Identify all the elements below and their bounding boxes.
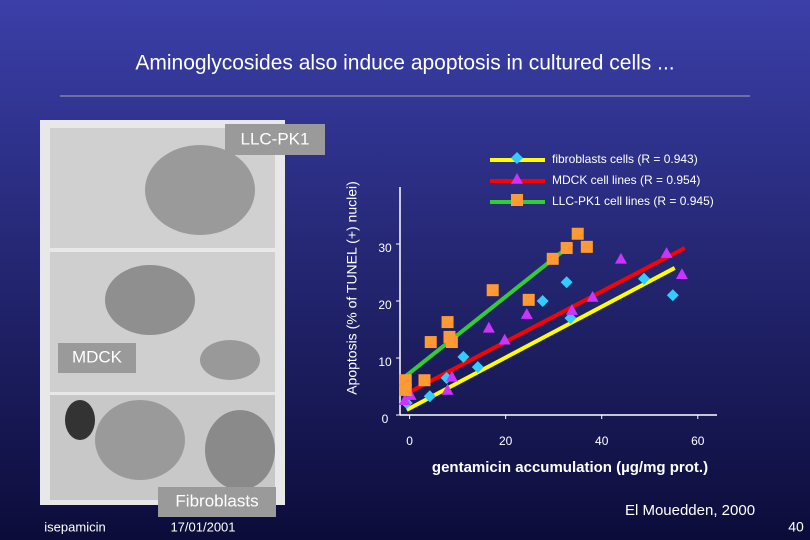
point [471,361,484,374]
cell [95,400,185,480]
point [675,268,688,280]
fit-line [403,242,574,379]
point [418,374,431,387]
y-axis-label: Apoptosis (% of TUNEL (+) nuclei) [344,181,360,395]
point [520,308,533,319]
fit-line [405,266,676,412]
citation: El Mouedden, 2000 [625,502,755,519]
point [565,304,578,315]
x-tick-label: 40 [595,434,609,448]
x-axis-label: gentamicin accumulation (µg/mg prot.) [432,459,708,476]
point [522,293,535,306]
point [571,227,584,240]
cell [145,145,255,235]
point [660,247,673,258]
panel-label: Fibroblasts [175,491,258,510]
x-tick-label: 60 [691,434,705,448]
slide-title: Aminoglycosides also induce apoptosis in… [135,52,674,75]
page-number: 40 [788,519,804,535]
label-box [225,124,325,155]
x-tick-label: 0 [406,434,413,448]
point [666,289,679,302]
legend-label: MDCK cell lines (R = 0.954) [552,173,700,187]
point [445,336,458,349]
point [423,390,436,403]
cell [205,410,275,490]
point [564,312,577,325]
point [486,284,499,297]
footer-date: 17/01/2001 [170,519,235,534]
cell [200,340,260,380]
point [560,276,573,289]
point [457,350,470,363]
point [441,316,454,329]
legend-label: fibroblasts cells (R = 0.943) [552,152,698,166]
footer-text: isepamicin [44,519,105,534]
point [536,295,549,307]
legend-marker [511,173,523,184]
point [614,252,627,264]
panel-label: MDCK [72,347,123,366]
point [498,333,511,345]
y-tick-label: 30 [378,241,392,255]
point [546,252,559,265]
micrographs: LLC-PK1 MDCK Fibroblasts [40,120,325,517]
point [445,370,458,382]
legend-marker [511,152,523,164]
point [560,241,573,254]
point [580,240,593,253]
point [482,321,495,333]
point [441,383,454,395]
legend-label: LLC-PK1 cell lines (R = 0.945) [552,194,714,208]
point [399,374,412,387]
label-box [58,343,136,373]
x-tick-label: 20 [499,434,513,448]
panel-label: LLC-PK1 [241,129,310,148]
point [399,383,412,396]
point [637,272,650,285]
cell [65,400,95,440]
fit-line [402,246,686,397]
y-tick-label: 20 [378,298,392,312]
point [424,336,437,349]
cell [105,265,195,335]
y-tick-label: 10 [378,355,392,369]
y-tick-label: 0 [382,412,389,426]
point [586,291,599,302]
legend-marker [511,194,523,206]
label-box [158,487,276,517]
